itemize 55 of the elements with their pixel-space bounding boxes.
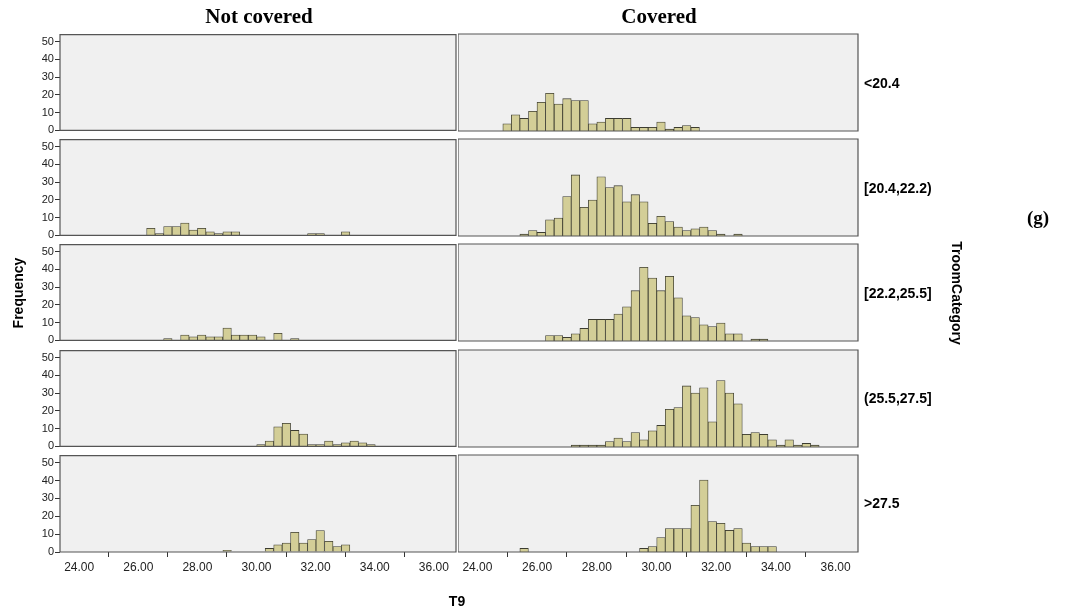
x-tick-label: 30.00 (641, 559, 672, 574)
y-tick-label: 50 (41, 139, 54, 152)
y-tick-label: 10 (41, 421, 54, 434)
y2-axis-title: >27.5 (864, 495, 900, 512)
y-tick-label: 30 (41, 280, 54, 293)
y-tick-label: 40 (41, 473, 54, 486)
x-tick-label: 32.00 (701, 559, 732, 574)
x-tick-label: 36.00 (418, 559, 450, 574)
y-tick-label: 10 (41, 526, 54, 539)
text: TroomCategory (949, 241, 965, 345)
y-tick-label: 10 (41, 316, 54, 329)
y2-axis-title: <20.4 (864, 74, 900, 91)
y-tick-label: 20 (41, 298, 54, 311)
y-tick-label: 20 (41, 509, 54, 522)
y-tick-label: 20 (41, 403, 54, 416)
y-tick-label: 50 (41, 350, 54, 363)
y-tick-label: 0 (47, 333, 54, 346)
y-tick-label: 30 (41, 385, 54, 398)
x-tick-label: 34.00 (760, 559, 792, 574)
y-tick-label: 0 (47, 544, 54, 557)
y-axis-title: Frequency (10, 257, 26, 329)
y2-axis-title: (25.5,27.5] (864, 390, 932, 407)
y-tick-label: 20 (41, 87, 54, 100)
x-tick-label: 24.00 (462, 559, 493, 574)
text: (g) (1027, 207, 1050, 230)
y-tick-label: 10 (41, 210, 54, 223)
y2-axis-title: [22.2,25.5] (864, 284, 932, 301)
x-tick-label: 32.00 (300, 559, 331, 574)
y-tick-label: 30 (41, 70, 54, 83)
chart-title: Not covered (205, 4, 313, 29)
y-tick-label: 40 (41, 368, 54, 381)
chart-title: Covered (621, 4, 697, 29)
y-tick-label: 10 (41, 105, 54, 118)
y-tick-label: 50 (41, 455, 54, 468)
x-tick-label: 28.00 (182, 559, 213, 574)
x-tick-label: 28.00 (581, 559, 613, 574)
y-tick-label: 40 (41, 52, 54, 65)
y-tick-label: 20 (41, 193, 54, 206)
x-tick-label: 34.00 (359, 559, 391, 574)
y-tick-label: 30 (41, 491, 54, 504)
x-tick-label: 24.00 (64, 559, 95, 574)
x-tick-label: 26.00 (123, 559, 154, 574)
y-tick-label: 50 (41, 245, 54, 258)
y2-axis-title: [20.4,22.2) (864, 179, 932, 196)
y-tick-label: 0 (47, 123, 54, 136)
y-tick-label: 30 (41, 175, 54, 188)
x-tick-label: 26.00 (522, 559, 553, 574)
y-tick-label: 50 (41, 34, 54, 47)
x-tick-label: 30.00 (241, 559, 272, 574)
y-tick-label: 0 (47, 439, 54, 452)
y-tick-label: 40 (41, 262, 54, 275)
y-tick-label: 40 (41, 157, 54, 170)
y-tick-label: 0 (47, 228, 54, 241)
x-tick-label: 36.00 (820, 559, 851, 574)
x-axis-title: T9 (448, 593, 466, 609)
